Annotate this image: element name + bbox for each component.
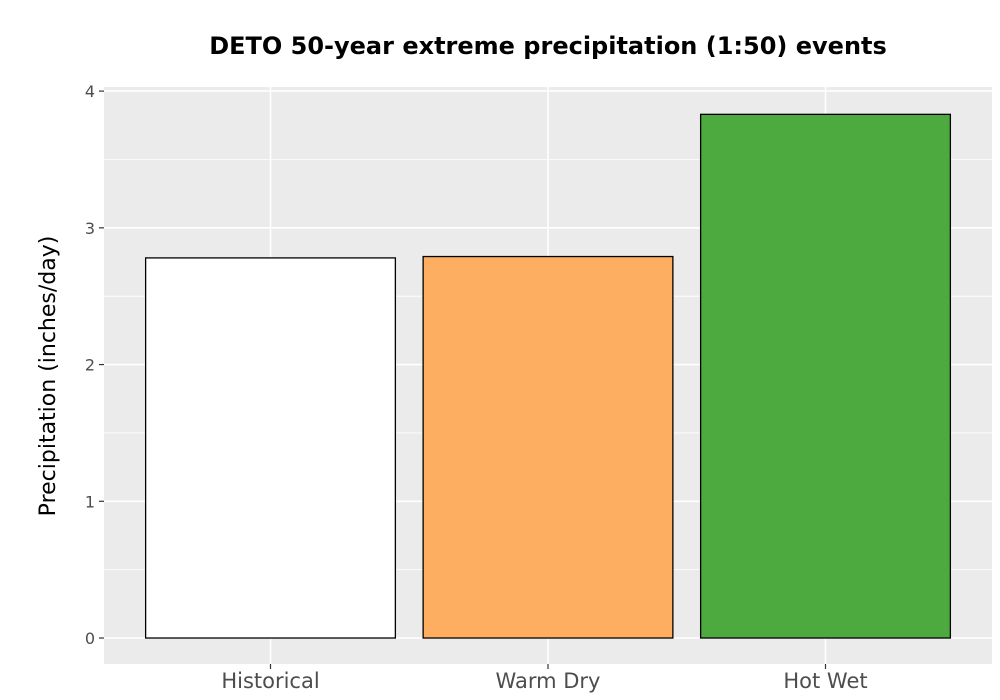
chart-title: DETO 50-year extreme precipitation (1:50… xyxy=(209,32,887,60)
x-axis: Historical Warm Dry Hot Wet xyxy=(221,664,868,693)
bars xyxy=(144,113,952,639)
y-tick-label: 2 xyxy=(85,356,95,375)
bar-historical xyxy=(144,257,397,639)
y-axis-label: Precipitation (inches/day) xyxy=(36,236,61,517)
y-tick-label: 0 xyxy=(85,629,95,648)
bar-warm-dry xyxy=(422,255,674,639)
y-axis: 0 1 2 3 4 xyxy=(85,82,104,648)
x-tick-label: Warm Dry xyxy=(496,669,601,693)
bar-hot-wet xyxy=(699,113,952,639)
y-tick-label: 4 xyxy=(85,82,95,101)
x-tick-label: Historical xyxy=(221,669,319,693)
x-tick-label: Hot Wet xyxy=(783,669,867,693)
y-tick-label: 1 xyxy=(85,492,95,511)
y-tick-label: 3 xyxy=(85,219,95,238)
